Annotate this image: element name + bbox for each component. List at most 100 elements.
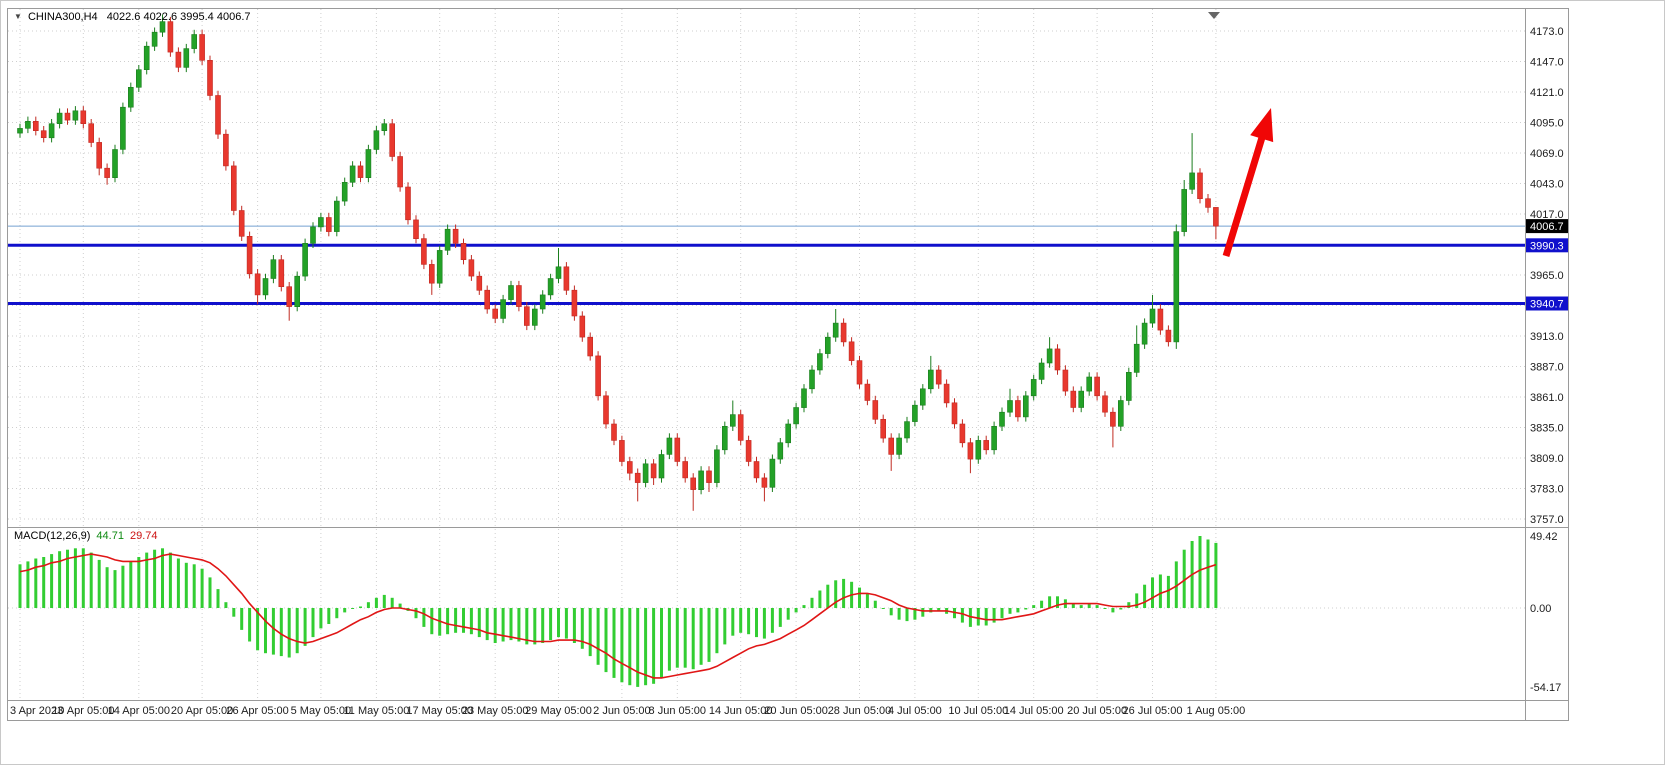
candle[interactable] — [793, 402, 799, 429]
candle[interactable] — [539, 290, 546, 314]
candle[interactable] — [943, 379, 950, 408]
candle[interactable] — [1038, 358, 1045, 385]
candle[interactable] — [571, 285, 578, 321]
candle[interactable] — [40, 126, 47, 143]
candle[interactable] — [872, 395, 879, 424]
candle[interactable] — [832, 309, 839, 342]
candle[interactable] — [1118, 395, 1124, 431]
candle[interactable] — [619, 435, 625, 467]
candle[interactable] — [167, 16, 174, 57]
candle[interactable] — [128, 82, 134, 112]
candle[interactable] — [48, 119, 55, 143]
candle[interactable] — [80, 106, 87, 129]
candle[interactable] — [444, 224, 451, 256]
candle[interactable] — [72, 106, 79, 125]
candle[interactable] — [413, 215, 419, 244]
candle[interactable] — [64, 108, 71, 125]
candle[interactable] — [492, 304, 499, 324]
candle[interactable] — [761, 473, 768, 502]
candle[interactable] — [1007, 388, 1013, 417]
candle[interactable] — [468, 255, 475, 281]
candle[interactable] — [975, 435, 982, 464]
candle[interactable] — [634, 468, 641, 502]
candle[interactable] — [927, 355, 934, 394]
candle[interactable] — [967, 438, 974, 474]
candle[interactable] — [223, 129, 229, 171]
candle[interactable] — [88, 119, 94, 148]
candle[interactable] — [840, 318, 847, 347]
candle[interactable] — [690, 473, 697, 511]
candle[interactable] — [381, 119, 388, 136]
candle[interactable] — [983, 435, 990, 455]
candle[interactable] — [603, 391, 609, 429]
candle[interactable] — [1157, 304, 1164, 335]
candle[interactable] — [373, 126, 380, 155]
candle[interactable] — [555, 248, 562, 284]
candle[interactable] — [318, 212, 324, 232]
macd-axis[interactable]: 49.42 0.00 -54.17 — [1530, 531, 1561, 694]
candle[interactable] — [341, 177, 348, 206]
candle[interactable] — [1054, 344, 1061, 375]
trend-arrow[interactable] — [1222, 108, 1274, 257]
candle[interactable] — [159, 14, 166, 37]
candle[interactable] — [349, 161, 356, 187]
candle[interactable] — [508, 280, 514, 305]
candle[interactable] — [1102, 391, 1108, 417]
candle[interactable] — [769, 454, 776, 493]
candle[interactable] — [658, 449, 665, 483]
candle[interactable] — [777, 438, 784, 464]
candle[interactable] — [136, 65, 142, 92]
candle[interactable] — [357, 161, 364, 183]
candle[interactable] — [231, 161, 237, 216]
candle[interactable] — [650, 459, 657, 485]
candle[interactable] — [1015, 395, 1021, 422]
candle[interactable] — [912, 400, 918, 427]
candles-layer[interactable] — [17, 14, 1219, 511]
candle[interactable] — [207, 55, 213, 101]
candle[interactable] — [1094, 372, 1100, 401]
candle[interactable] — [801, 384, 807, 413]
candle[interactable] — [547, 273, 554, 300]
candle[interactable] — [151, 27, 158, 51]
candle[interactable] — [294, 271, 301, 312]
candle[interactable] — [999, 407, 1005, 432]
candle[interactable] — [698, 466, 704, 495]
candle[interactable] — [246, 231, 253, 279]
candle[interactable] — [1189, 133, 1195, 194]
candle[interactable] — [460, 238, 467, 265]
candle[interactable] — [120, 102, 126, 155]
candle[interactable] — [579, 311, 586, 342]
candle[interactable] — [215, 90, 221, 139]
candle[interactable] — [56, 108, 63, 129]
candle[interactable] — [405, 182, 411, 225]
price-axis[interactable]: 4173.0 4147.0 4121.0 4095.0 4069.0 4043.0 4017… — [1530, 26, 1564, 526]
candle[interactable] — [642, 459, 649, 488]
candle[interactable] — [904, 416, 910, 443]
candle[interactable] — [991, 421, 997, 455]
candle[interactable] — [183, 43, 190, 73]
candle[interactable] — [959, 419, 966, 448]
candle[interactable] — [919, 384, 926, 410]
candle[interactable] — [666, 433, 673, 460]
candle[interactable] — [1173, 224, 1180, 349]
candle[interactable] — [745, 435, 752, 467]
candle[interactable] — [856, 355, 863, 389]
candle[interactable] — [595, 351, 601, 401]
candle[interactable] — [500, 294, 506, 324]
candle[interactable] — [721, 421, 728, 455]
candle[interactable] — [587, 332, 594, 361]
candle[interactable] — [753, 456, 760, 483]
candle[interactable] — [25, 116, 31, 134]
candle[interactable] — [17, 123, 23, 138]
candle[interactable] — [531, 304, 538, 331]
candle[interactable] — [199, 29, 205, 65]
candle[interactable] — [1205, 194, 1211, 213]
candle[interactable] — [389, 119, 396, 162]
candle[interactable] — [333, 196, 340, 237]
candle[interactable] — [729, 400, 736, 432]
candle[interactable] — [238, 205, 245, 241]
candle[interactable] — [935, 365, 942, 389]
candle[interactable] — [484, 285, 491, 314]
candle[interactable] — [476, 271, 483, 295]
candle[interactable] — [674, 433, 681, 467]
